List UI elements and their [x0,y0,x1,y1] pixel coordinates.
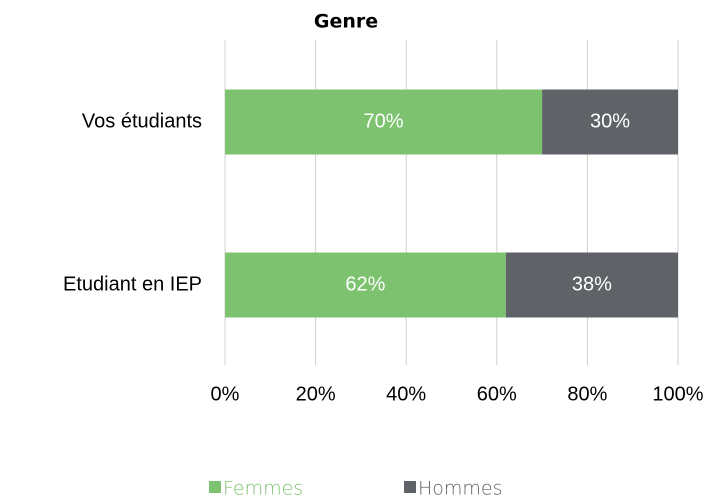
legend-swatch [209,481,221,493]
bar-segment [225,89,543,155]
bar-segment [542,89,678,155]
x-tick-label: 60% [477,383,517,405]
y-tick-label: Etudiant en IEP [63,273,202,295]
chart-title: Genre [314,11,378,33]
legend-label: Femmes [223,478,303,500]
bar-segment [225,252,506,318]
y-tick-label: Vos étudiants [82,110,202,132]
data-label: 30% [590,110,630,132]
legend-label: Hommes [418,478,503,500]
x-tick-label: 0% [211,383,240,405]
legend-swatch [404,481,416,493]
x-tick-label: 20% [296,383,336,405]
x-tick-label: 40% [386,383,426,405]
data-label: 38% [572,273,612,295]
data-label: 70% [364,110,404,132]
x-tick-label: 80% [567,383,607,405]
bar-segment [505,252,678,318]
data-label: 62% [345,273,385,295]
x-tick-label: 100% [652,383,703,405]
